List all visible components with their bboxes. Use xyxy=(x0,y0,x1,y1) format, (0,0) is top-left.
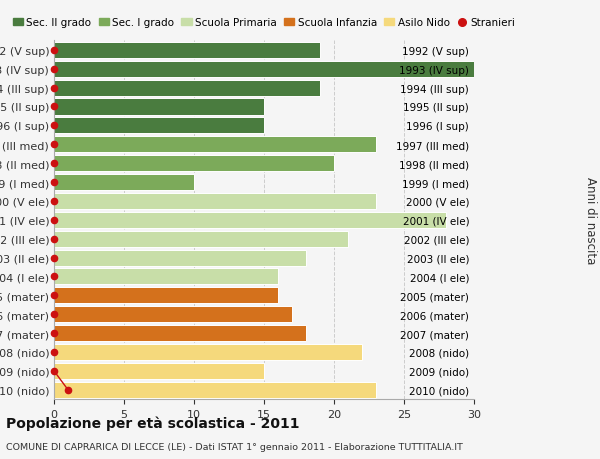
Text: Anni di nascita: Anni di nascita xyxy=(584,177,597,264)
Text: Popolazione per età scolastica - 2011: Popolazione per età scolastica - 2011 xyxy=(6,415,299,430)
Bar xyxy=(54,174,194,190)
Bar xyxy=(54,269,278,285)
Bar xyxy=(54,62,474,78)
Bar xyxy=(54,80,320,96)
Bar xyxy=(54,43,320,59)
Bar xyxy=(54,137,376,153)
Bar xyxy=(54,382,376,398)
Bar xyxy=(54,363,264,379)
Bar xyxy=(54,118,264,134)
Bar xyxy=(54,231,348,247)
Bar xyxy=(54,99,264,115)
Bar xyxy=(54,325,306,341)
Bar xyxy=(54,344,362,360)
Bar xyxy=(54,250,306,266)
Text: COMUNE DI CAPRARICA DI LECCE (LE) - Dati ISTAT 1° gennaio 2011 - Elaborazione TU: COMUNE DI CAPRARICA DI LECCE (LE) - Dati… xyxy=(6,442,463,451)
Bar xyxy=(54,194,376,209)
Bar xyxy=(54,213,446,228)
Bar xyxy=(54,156,334,172)
Legend: Sec. II grado, Sec. I grado, Scuola Primaria, Scuola Infanzia, Asilo Nido, Stran: Sec. II grado, Sec. I grado, Scuola Prim… xyxy=(8,14,520,33)
Bar xyxy=(54,307,292,323)
Bar xyxy=(54,288,278,304)
